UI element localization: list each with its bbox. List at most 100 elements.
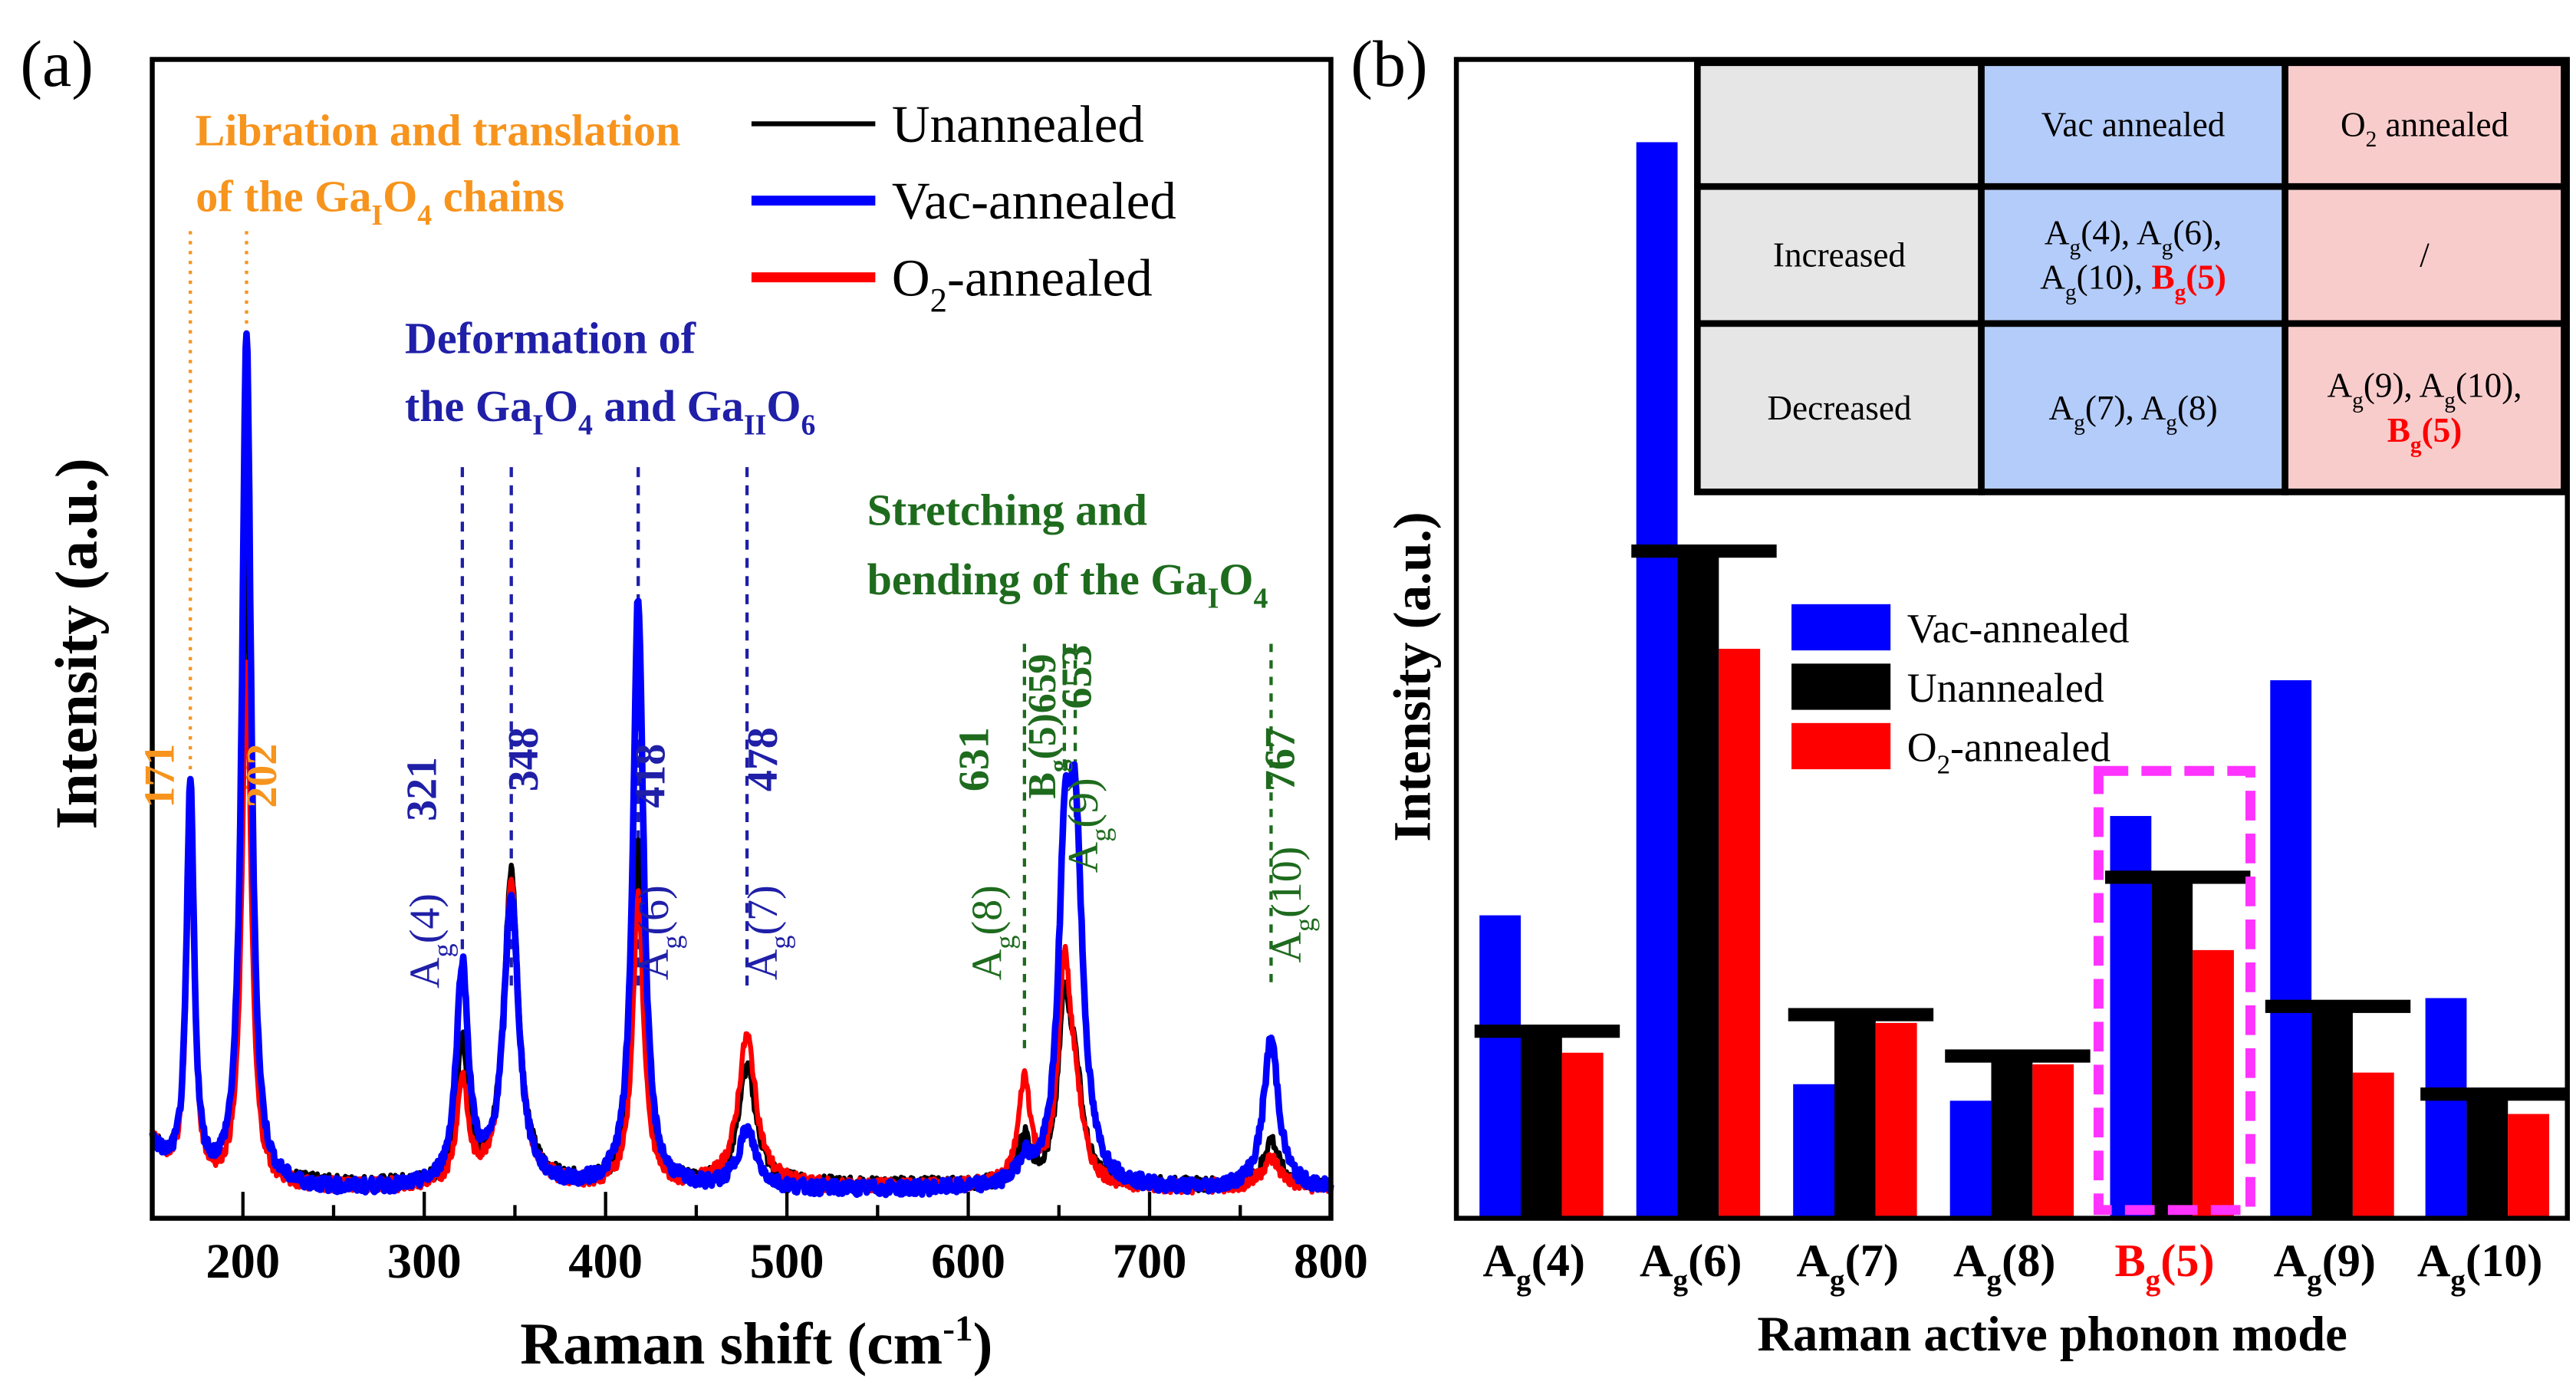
category-label: Ag(4) <box>1483 1235 1585 1297</box>
subscript: 4 <box>578 409 593 441</box>
stretching-annotation-line2: bending of the GaIO4 <box>867 554 1268 614</box>
text-segment: A <box>402 957 449 988</box>
subscript: g <box>1045 759 1074 772</box>
table-cell <box>2282 183 2568 327</box>
bar-o2 <box>1561 1052 1604 1219</box>
text-segment: A <box>1640 1235 1673 1287</box>
peak-mode-659: Bg(5)659 <box>1021 654 1073 799</box>
subscript: 2 <box>1937 749 1950 779</box>
text-segment: O <box>1219 554 1253 604</box>
plot-frame-a <box>150 57 1334 1221</box>
bar-unannealed <box>2466 1094 2509 1219</box>
bar-o2 <box>1719 648 1761 1219</box>
table-cell <box>1694 59 1985 190</box>
subscript: g <box>2070 235 2081 260</box>
y-axis-label-a: Intensity (a.u.) <box>43 458 109 829</box>
text-segment: (10), <box>2077 258 2152 297</box>
text-segment: A <box>630 949 678 980</box>
text-segment: O <box>544 381 578 431</box>
bar-o2 <box>1875 1022 1917 1219</box>
text-segment: (7), A <box>2085 389 2166 427</box>
text-segment: O <box>2341 106 2366 144</box>
text-segment: A <box>2040 258 2065 297</box>
text-segment: (8) <box>2177 389 2218 427</box>
text-segment: and Ga <box>593 381 744 431</box>
text-segment: (4) <box>402 893 449 943</box>
text-segment: A <box>739 949 787 980</box>
unannealed-reference-line <box>1788 1008 1934 1021</box>
subscript: g <box>1086 828 1117 842</box>
peak-mode-321: Ag(4) <box>402 893 459 989</box>
text-segment: 659 <box>1021 654 1064 713</box>
legend-b: Vac-annealed Unannealed O2-annealed <box>1791 604 2130 779</box>
x-axis-a: 200 300 400 500 600 700 800 <box>150 1192 1368 1288</box>
text-segment: -annealed <box>947 248 1153 307</box>
x-tick-label: 800 <box>1294 1233 1368 1288</box>
table-cell-o2: Bg(5) <box>2387 411 2462 458</box>
peak-value-478: 478 <box>739 727 787 791</box>
table-cell <box>2282 320 2568 495</box>
category-label: Bg(5) <box>2114 1235 2214 1297</box>
spectra <box>149 330 1334 1199</box>
subscript: 2 <box>2366 127 2377 152</box>
unannealed-reference-line <box>2105 870 2251 884</box>
x-axis-label-b: Raman active phonon mode <box>1757 1306 2347 1361</box>
bar-vac <box>2270 680 2312 1219</box>
text-segment: A <box>964 949 1012 980</box>
peak-value-631: 631 <box>951 727 998 791</box>
category-label: Ag(10) <box>2417 1235 2543 1297</box>
text-segment: A <box>1263 932 1311 962</box>
x-tick-label: 500 <box>750 1233 824 1288</box>
table-cell <box>1978 183 2288 327</box>
bar-vac <box>2425 998 2467 1219</box>
legend-label-o2: O2-annealed <box>892 248 1153 319</box>
x-tick-label: 700 <box>1113 1233 1187 1288</box>
text-segment: A <box>2049 389 2074 427</box>
text-segment: O <box>383 172 417 222</box>
text-segment: (6) <box>630 885 678 935</box>
deformation-annotation-line2: the GaIO4 and GaIIO6 <box>405 381 816 441</box>
text-segment: Decreased <box>1767 389 1912 427</box>
subscript: I <box>1208 582 1219 614</box>
bar-vac <box>1793 1084 1834 1219</box>
text-segment: O <box>766 381 801 431</box>
x-tick-label: 300 <box>387 1233 462 1288</box>
bar-vac <box>1479 915 1522 1219</box>
subscript: g <box>2410 433 2422 457</box>
table-cell-vac: Ag(4), Ag(6), <box>2045 214 2222 261</box>
text-segment: A <box>1797 1235 1831 1287</box>
legend-label-vac: Vac-annealed <box>892 172 1176 230</box>
bar-unannealed <box>1991 1056 2033 1219</box>
text-segment: (10) <box>2466 1235 2542 1287</box>
text-segment: (6), <box>2173 214 2222 252</box>
subscript: 4 <box>417 199 432 232</box>
legend-a: Unannealed Vac-annealed O2-annealed <box>751 95 1176 319</box>
text-segment: (4), A <box>2081 214 2162 252</box>
legend-label-unannealed: Unannealed <box>892 95 1144 153</box>
subscript: g <box>2166 410 2177 435</box>
text-segment: (8) <box>2002 1235 2055 1287</box>
category-label: Ag(7) <box>1797 1235 1899 1297</box>
text-segment: Vac-annealed <box>1907 605 2130 651</box>
unannealed-reference-line <box>1631 544 1777 558</box>
text-segment: (9), A <box>2364 367 2445 405</box>
subscript: g <box>2444 388 2456 413</box>
bars <box>1474 142 2566 1219</box>
peak-mode-478: Ag(7) <box>739 885 796 980</box>
table-cell-vac: Ag(10), Bg(5) <box>2040 258 2226 305</box>
legend-label-unannealed: Unannealed <box>1907 665 2104 711</box>
panel-label-b: (b) <box>1351 27 1427 100</box>
text-segment: (5) <box>2422 411 2462 449</box>
subscript: g <box>428 943 459 957</box>
spectrum-vac <box>149 330 1334 1199</box>
bar-unannealed <box>2151 877 2193 1219</box>
x-tick-label: 600 <box>931 1233 1005 1288</box>
text-segment: O <box>1907 724 1937 770</box>
bar-unannealed <box>1521 1031 1562 1219</box>
peak-value-767: 767 <box>1257 727 1304 791</box>
text-segment: A <box>2045 214 2070 252</box>
text-segment: A <box>2417 1235 2451 1287</box>
text-segment: (8) <box>964 885 1012 935</box>
text-segment: B <box>1021 772 1064 798</box>
